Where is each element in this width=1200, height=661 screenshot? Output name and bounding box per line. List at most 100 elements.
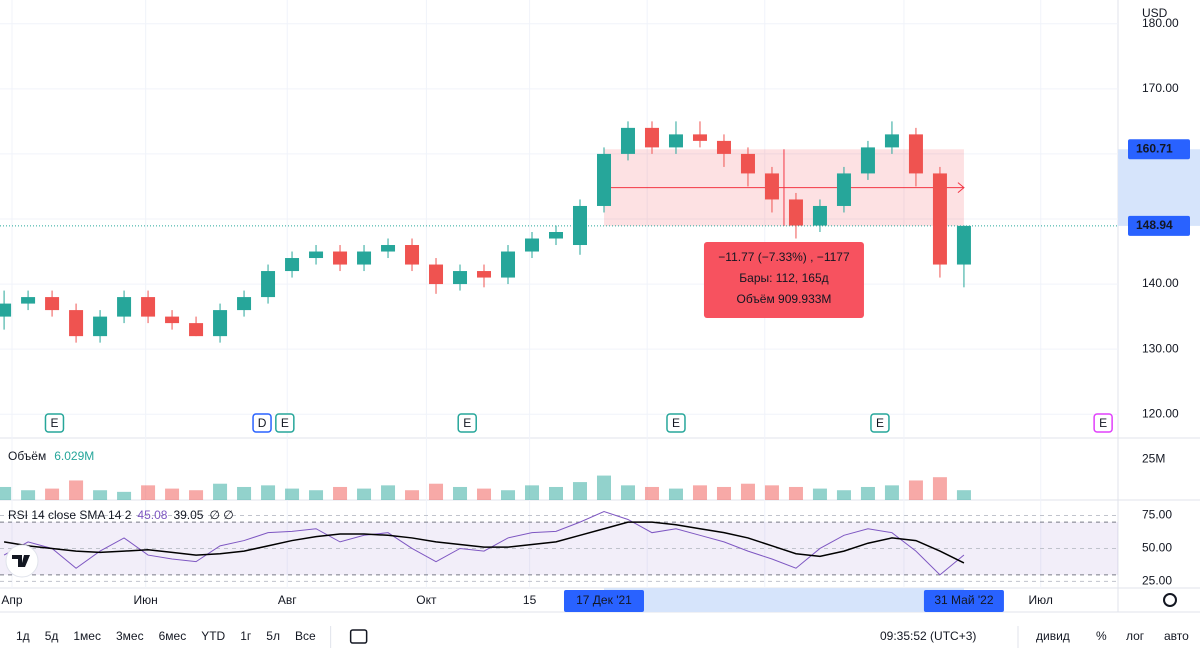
volume-bar bbox=[453, 486, 468, 500]
scale-option[interactable]: авто bbox=[1164, 629, 1189, 643]
volume-bar bbox=[21, 490, 36, 500]
x-tick-label: Июн bbox=[134, 593, 158, 607]
volume-bar bbox=[45, 488, 60, 500]
range-button[interactable]: Все bbox=[295, 629, 316, 643]
candle-body bbox=[381, 245, 396, 252]
event-marker[interactable] bbox=[44, 413, 65, 433]
range-button[interactable]: 1мес bbox=[73, 629, 101, 643]
candle-body bbox=[285, 258, 300, 272]
volume-bar bbox=[0, 486, 12, 500]
candle bbox=[117, 290, 132, 324]
volume-last: 6.029M bbox=[54, 449, 94, 463]
candle-body bbox=[884, 134, 899, 148]
volume-bar bbox=[740, 483, 755, 500]
candle bbox=[405, 238, 420, 272]
candle bbox=[644, 121, 659, 154]
volume-bar bbox=[812, 488, 827, 500]
candle-body bbox=[453, 271, 468, 285]
rsi-sma-line bbox=[3, 521, 965, 564]
volume-bar bbox=[357, 488, 372, 500]
volume-bar bbox=[908, 480, 923, 500]
volume-bar bbox=[501, 490, 516, 500]
candle-body bbox=[956, 225, 971, 265]
volume-bar bbox=[620, 485, 635, 500]
range-button[interactable]: YTD bbox=[201, 629, 225, 643]
candle-body bbox=[572, 205, 587, 246]
candle bbox=[860, 140, 875, 180]
event-marker[interactable] bbox=[457, 413, 477, 433]
volume-bar bbox=[596, 475, 611, 500]
range-button[interactable]: 1г bbox=[240, 629, 252, 643]
volume-legend: Объём 6.029M bbox=[8, 449, 94, 463]
volume-bar bbox=[93, 490, 108, 500]
event-marker[interactable] bbox=[870, 413, 890, 433]
candle-body bbox=[812, 205, 827, 226]
candle bbox=[908, 127, 923, 187]
rsi-name: RSI 14 close SMA 14 2 bbox=[8, 508, 132, 522]
scale-option[interactable]: лог bbox=[1126, 629, 1145, 643]
time-range-highlight bbox=[603, 588, 964, 612]
candle bbox=[381, 238, 396, 259]
candle bbox=[165, 310, 180, 330]
candle-body bbox=[429, 264, 444, 285]
scale-option[interactable]: % bbox=[1096, 629, 1107, 643]
y-tick-label: 180.00 bbox=[1142, 16, 1179, 30]
candle-body bbox=[788, 199, 803, 226]
candle bbox=[501, 245, 516, 285]
volume-bar bbox=[69, 480, 84, 500]
volume-bar bbox=[333, 486, 348, 500]
x-tick-label: Апр bbox=[1, 593, 23, 607]
candle bbox=[668, 121, 683, 154]
candle bbox=[740, 147, 755, 187]
event-marker[interactable] bbox=[666, 413, 686, 433]
candle bbox=[620, 121, 635, 161]
price-label: 160.71 bbox=[1136, 141, 1173, 155]
range-button[interactable]: 6мес bbox=[159, 629, 187, 643]
candle bbox=[549, 225, 564, 246]
price-label-box bbox=[1128, 139, 1190, 160]
candle-body bbox=[333, 251, 348, 265]
event-marker[interactable] bbox=[275, 413, 295, 433]
volume-bar bbox=[189, 490, 204, 500]
volume-bar bbox=[141, 485, 156, 500]
rsi-tick-label: 25.00 bbox=[1142, 574, 1172, 588]
candle bbox=[189, 316, 204, 337]
candle bbox=[333, 245, 348, 272]
event-label: E bbox=[50, 416, 58, 430]
range-button[interactable]: 5л bbox=[266, 629, 280, 643]
volume-bar bbox=[764, 485, 779, 500]
time-label-box bbox=[923, 590, 1004, 612]
volume-bar bbox=[405, 490, 420, 500]
range-button[interactable]: 5д bbox=[45, 629, 59, 643]
candle-body bbox=[501, 251, 516, 278]
candle bbox=[45, 290, 60, 317]
settings-button[interactable] bbox=[1163, 593, 1177, 607]
volume-bar bbox=[381, 485, 396, 500]
candle bbox=[261, 264, 276, 304]
event-label: E bbox=[281, 416, 289, 430]
event-marker[interactable] bbox=[1093, 413, 1113, 433]
candle bbox=[357, 245, 372, 272]
rsi-sma-last: 39.05 bbox=[173, 508, 203, 522]
rsi-line bbox=[3, 511, 965, 576]
time-label: 31 Май '22 bbox=[934, 593, 993, 607]
scale-option[interactable]: дивид bbox=[1036, 629, 1070, 643]
candle bbox=[141, 290, 156, 324]
range-button[interactable]: 3мес bbox=[116, 629, 144, 643]
candle bbox=[764, 166, 779, 213]
volume-bar bbox=[525, 485, 540, 500]
candle-body bbox=[45, 297, 60, 311]
clock: 09:35:52 (UTC+3) bbox=[880, 629, 976, 643]
event-marker[interactable] bbox=[252, 413, 272, 433]
candle-body bbox=[477, 271, 492, 278]
compare-button[interactable] bbox=[349, 629, 368, 644]
candle-body bbox=[141, 297, 156, 317]
range-button[interactable]: 1д bbox=[16, 629, 30, 643]
event-label: E bbox=[672, 416, 680, 430]
rsi-last: 45.08 bbox=[137, 508, 167, 522]
x-tick-label: Окт bbox=[416, 593, 437, 607]
y-tick-label: 120.00 bbox=[1142, 406, 1179, 420]
candle bbox=[812, 199, 827, 232]
volume-bar bbox=[836, 490, 851, 500]
